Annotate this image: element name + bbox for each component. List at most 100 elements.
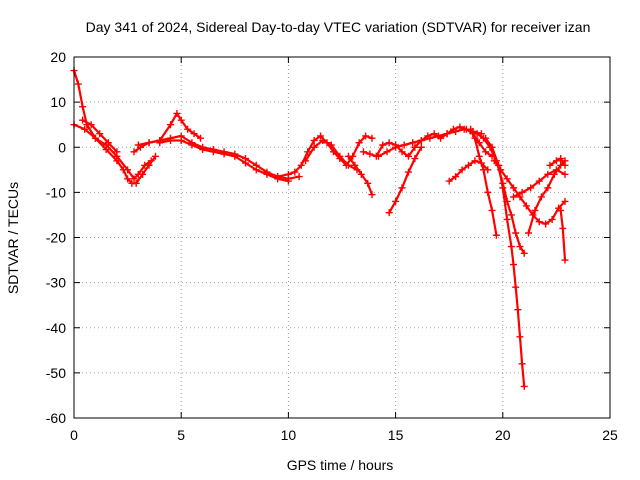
data-point: [484, 188, 492, 196]
data-point: [507, 243, 515, 251]
data-point: [151, 152, 159, 160]
data-point: [561, 161, 569, 169]
data-point: [336, 152, 344, 160]
data-point: [124, 166, 132, 174]
y-tick-label: -60: [46, 410, 66, 426]
axis-ticks: 0 5 10 15 20 25 -60 -50 -40 -30 -20 -10 0 10 20: [46, 49, 618, 443]
data-point: [452, 127, 460, 135]
data-point: [327, 141, 335, 149]
data-series: [70, 67, 569, 390]
data-point: [488, 206, 496, 214]
data-point: [385, 139, 393, 147]
series-arc-11: [374, 125, 485, 160]
data-point: [392, 143, 400, 151]
data-point: [516, 333, 524, 341]
x-tick-label: 20: [495, 427, 511, 443]
series-arc-19: [525, 157, 569, 237]
data-point: [520, 382, 528, 390]
data-point: [156, 139, 164, 147]
data-point: [81, 125, 89, 133]
data-point: [544, 184, 552, 192]
data-point: [482, 148, 490, 156]
series-trace: [377, 128, 483, 158]
data-point: [104, 139, 112, 147]
data-point: [537, 193, 545, 201]
data-point: [242, 159, 250, 167]
data-point: [520, 249, 528, 257]
data-point: [196, 134, 204, 142]
data-point: [411, 143, 419, 151]
data-point: [503, 175, 511, 183]
plot-frame: [73, 56, 611, 419]
data-point: [220, 150, 228, 158]
data-point: [124, 175, 132, 183]
series-arc-12: [385, 143, 425, 217]
data-point: [368, 191, 376, 199]
data-point: [231, 152, 239, 160]
y-axis-label: SDTVAR / TECUs: [5, 182, 21, 294]
x-tick-label: 15: [388, 427, 404, 443]
x-tick-label: 0: [70, 427, 78, 443]
data-point: [252, 166, 260, 174]
series-arc-16: [482, 134, 528, 390]
data-point: [548, 215, 556, 223]
data-point: [385, 209, 393, 217]
data-point: [512, 229, 520, 237]
grid-lines: [74, 57, 610, 418]
series-trace: [388, 146, 423, 214]
data-point: [510, 193, 518, 201]
data-point: [411, 155, 419, 163]
data-point: [364, 179, 372, 187]
data-point: [79, 116, 87, 124]
y-tick-label: -10: [46, 184, 66, 200]
series-arc-1: [70, 67, 159, 187]
series-arc-8: [302, 136, 361, 174]
data-point: [79, 103, 87, 111]
data-point: [561, 170, 569, 178]
data-point: [400, 141, 408, 149]
series-arc-14: [467, 125, 500, 239]
data-point: [284, 170, 292, 178]
data-point: [166, 121, 174, 129]
series-arc-6: [156, 136, 292, 185]
data-point: [527, 184, 535, 192]
data-point: [452, 173, 460, 181]
data-point: [74, 80, 82, 88]
x-tick-label: 5: [177, 427, 185, 443]
data-point: [510, 261, 518, 269]
data-point: [516, 243, 524, 251]
data-point: [344, 152, 352, 160]
data-point: [409, 139, 417, 147]
data-point: [310, 136, 318, 144]
data-point: [344, 161, 352, 169]
data-point: [132, 179, 140, 187]
data-point: [497, 166, 505, 174]
data-point: [518, 360, 526, 368]
data-point: [460, 125, 468, 133]
data-point: [544, 170, 552, 178]
y-tick-label: -30: [46, 275, 66, 291]
data-point: [398, 184, 406, 192]
data-point: [113, 148, 121, 156]
data-point: [130, 148, 138, 156]
data-point: [475, 152, 483, 160]
data-point: [473, 130, 481, 138]
series-arc-20: [546, 155, 569, 169]
data-point: [458, 166, 466, 174]
data-point: [317, 132, 325, 140]
data-point: [445, 177, 453, 185]
series-arc-4: [130, 109, 204, 156]
data-point: [368, 134, 376, 142]
data-point: [507, 211, 515, 219]
data-point: [398, 148, 406, 156]
data-point: [467, 125, 475, 133]
x-tick-label: 25: [602, 427, 618, 443]
data-point: [535, 177, 543, 185]
data-point: [557, 155, 565, 163]
data-point: [91, 134, 99, 142]
data-point: [141, 161, 149, 169]
x-tick-label: 10: [281, 427, 297, 443]
data-point: [310, 143, 318, 151]
data-point: [291, 168, 299, 176]
data-point: [426, 134, 434, 142]
